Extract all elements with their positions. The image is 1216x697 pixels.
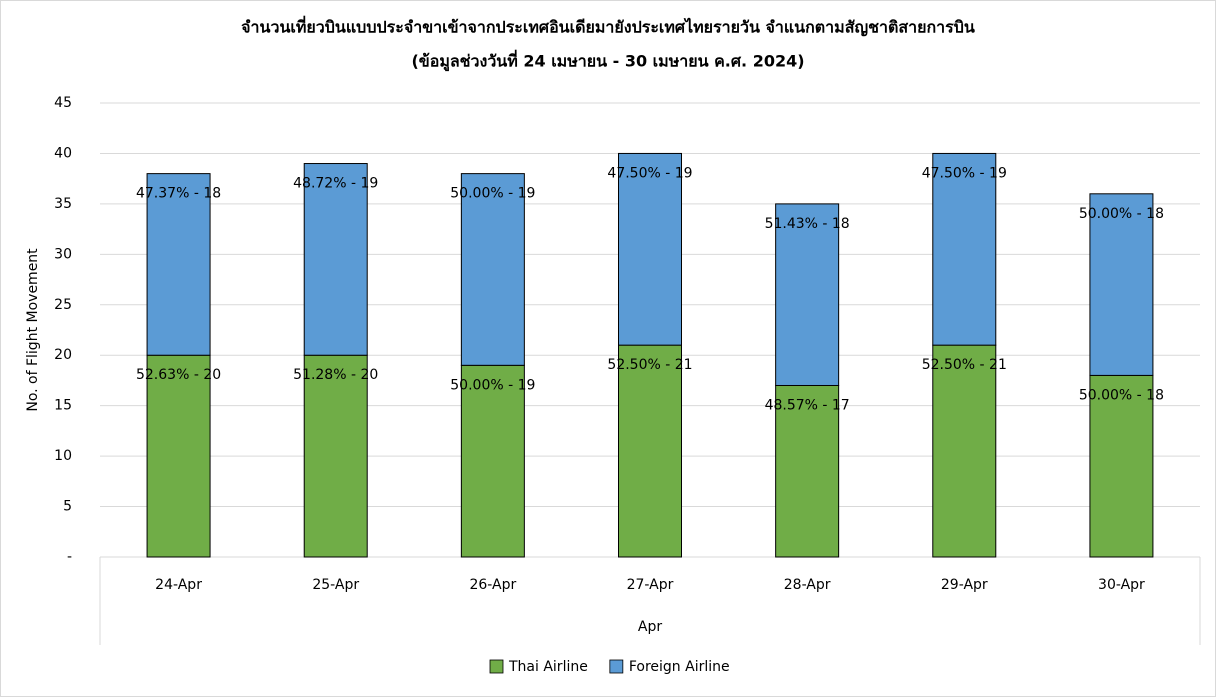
legend-swatch [489, 659, 504, 674]
data-label: 52.50% - 21 [922, 357, 1007, 373]
bar-segment [618, 152, 682, 346]
chart-subtitle: (ข้อมูลช่วงวันที่ 24 เมษายน - 30 เมษายน … [411, 50, 804, 73]
bar-segment [1089, 193, 1154, 376]
bar-segment [303, 163, 368, 356]
legend-label: Thai Airline [508, 659, 588, 675]
data-label: 52.63% - 20 [136, 367, 221, 383]
y-tick-label: 45 [54, 95, 72, 111]
y-tick-label: 20 [54, 347, 72, 363]
x-tick-label: 28-Apr [784, 577, 831, 593]
bar-segment [775, 203, 840, 386]
data-label: 51.43% - 18 [765, 216, 850, 232]
data-label: 52.50% - 21 [607, 357, 692, 373]
x-tick-label: 29-Apr [941, 577, 988, 593]
data-label: 51.28% - 20 [293, 367, 378, 383]
y-tick-label: 35 [54, 196, 72, 212]
bar-segment [303, 354, 368, 558]
y-tick-label: - [67, 549, 72, 565]
bar-segment [932, 344, 997, 558]
legend-label: Foreign Airline [629, 659, 730, 675]
x-tick-label: 24-Apr [155, 577, 202, 593]
data-label: 47.50% - 19 [607, 165, 692, 181]
y-tick-label: 15 [54, 398, 72, 414]
bar-segment [1089, 374, 1154, 558]
data-label: 48.57% - 17 [765, 397, 850, 413]
bar-segment [618, 344, 682, 558]
bar-segment [146, 173, 211, 356]
data-label: 47.37% - 18 [136, 186, 221, 202]
data-label: 50.00% - 19 [450, 377, 535, 393]
y-tick-label: 5 [63, 499, 72, 515]
legend-swatch [609, 659, 624, 674]
data-label: 50.00% - 18 [1079, 387, 1164, 403]
data-label: 48.72% - 19 [293, 176, 378, 192]
y-tick-label: 30 [54, 246, 72, 262]
x-tick-label: 26-Apr [469, 577, 516, 593]
bar-segment [932, 152, 997, 346]
x-tick-label: 25-Apr [312, 577, 359, 593]
y-tick-label: 10 [54, 448, 72, 464]
bar-segment [460, 173, 525, 366]
chart-title: จำนวนเที่ยวบินแบบประจำขาเข้าจากประเทศอิน… [241, 16, 975, 38]
bar-segment [460, 364, 525, 558]
y-axis-title: No. of Flight Movement [25, 248, 41, 412]
x-tick-label: 30-Apr [1098, 577, 1145, 593]
y-tick-label: 25 [54, 297, 72, 313]
data-label: 50.00% - 18 [1079, 206, 1164, 222]
data-label: 50.00% - 19 [450, 186, 535, 202]
x-tick-label: 27-Apr [627, 577, 674, 593]
bar-segment [146, 354, 211, 558]
x-axis-title: Apr [638, 619, 662, 635]
data-label: 47.50% - 19 [922, 165, 1007, 181]
y-tick-label: 40 [54, 145, 72, 161]
